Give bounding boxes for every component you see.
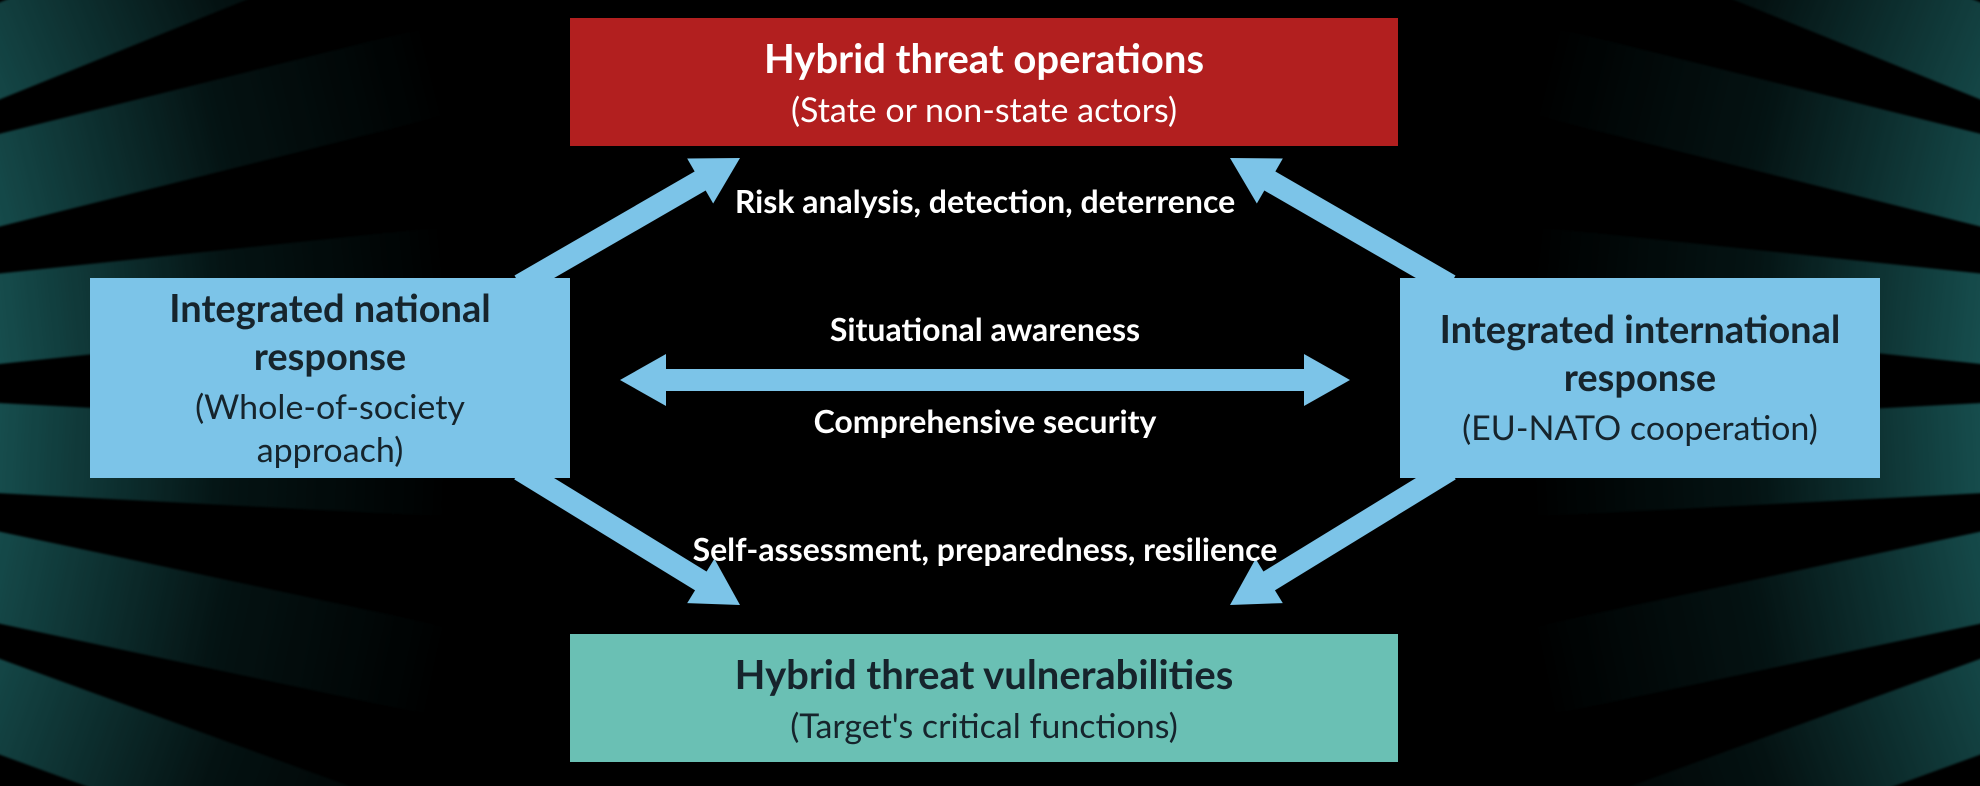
- node-subtitle: (Target's critical functions): [790, 705, 1178, 748]
- node-title: Integrated international response: [1430, 306, 1850, 401]
- label-self-assessment: Self-assessment, preparedness, resilienc…: [485, 529, 1485, 568]
- node-hybrid-threat-operations: Hybrid threat operations (State or non-s…: [570, 18, 1398, 146]
- label-risk-analysis: Risk analysis, detection, deterrence: [485, 181, 1485, 220]
- node-subtitle: (State or non-state actors): [791, 89, 1177, 132]
- node-title: Hybrid threat operations: [764, 33, 1204, 83]
- node-title: Hybrid threat vulnerabilities: [735, 649, 1234, 699]
- label-comprehensive-security: Comprehensive security: [485, 401, 1485, 440]
- node-title: Integrated national response: [120, 285, 540, 380]
- diagram-stage: Hybrid threat operations (State or non-s…: [0, 0, 1980, 786]
- node-hybrid-threat-vulnerabilities: Hybrid threat vulnerabilities (Target's …: [570, 634, 1398, 762]
- node-subtitle: (EU-NATO cooperation): [1462, 407, 1818, 450]
- label-situational-awareness: Situational awareness: [485, 309, 1485, 348]
- node-subtitle: (Whole-of-society approach): [120, 386, 540, 471]
